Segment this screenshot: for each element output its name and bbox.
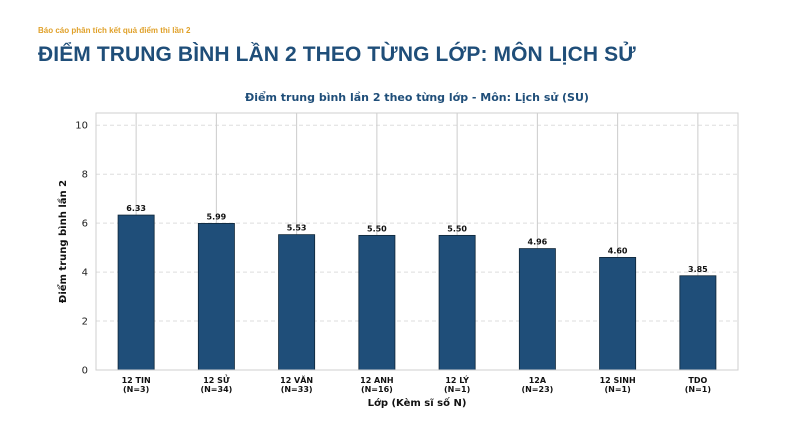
value-label: 5.50 [367, 224, 387, 233]
value-label: 4.60 [608, 246, 628, 255]
y-tick-label: 8 [82, 170, 88, 181]
value-label: 3.85 [688, 265, 708, 274]
y-tick-label: 4 [82, 268, 88, 279]
y-tick-label: 0 [82, 366, 88, 377]
bars-layer: 6.33 5.99 5.53 5.50 5.50 4.96 4.60 3.85 [117, 204, 717, 371]
ticks-layer: 0 2 4 6 8 10 12 TIN(N=3) 12 SỬ(N=34) 12 VĂN(N=33… [75, 121, 711, 394]
bar [358, 234, 396, 371]
x-tick-label: 12 SINH [600, 376, 636, 385]
x-tick-sublabel: (N=33) [281, 385, 313, 394]
bar [278, 234, 316, 371]
y-axis-label: Điểm trung bình lần 2 [56, 180, 69, 303]
x-tick-sublabel: (N=1) [604, 385, 630, 394]
y-tick-label: 10 [75, 121, 88, 132]
grid-layer [96, 113, 738, 370]
x-tick-label: TDO [688, 376, 707, 385]
bar [518, 248, 556, 371]
x-tick-sublabel: (N=1) [444, 385, 470, 394]
x-tick-sublabel: (N=1) [685, 385, 711, 394]
x-tick-sublabel: (N=3) [123, 385, 149, 394]
x-tick-sublabel: (N=23) [521, 385, 553, 394]
x-tick-label: 12 LÝ [445, 374, 469, 385]
x-tick-label: 12 SỬ [203, 373, 230, 385]
x-tick-sublabel: (N=34) [200, 385, 232, 394]
x-axis-label: Lớp (Kèm sĩ số N) [368, 396, 467, 409]
chart-title: Điểm trung bình lần 2 theo từng lớp - Mô… [245, 91, 589, 104]
x-tick-label: 12A [529, 376, 547, 385]
plot-frame [95, 112, 739, 371]
x-tick-label: 12 VĂN [280, 374, 313, 385]
report-kicker: Báo cáo phân tích kết quả điểm thi lần 2 [38, 26, 191, 35]
value-label: 6.33 [126, 204, 146, 213]
y-tick-label: 6 [82, 219, 88, 230]
x-tick-label: 12 TIN [122, 376, 151, 385]
bar [438, 234, 476, 371]
value-label: 4.96 [528, 238, 548, 247]
value-label: 5.53 [287, 224, 307, 233]
bar [599, 257, 637, 371]
bar [197, 222, 235, 371]
value-label: 5.99 [207, 212, 227, 221]
bar [679, 275, 717, 371]
page-title: ĐIỂM TRUNG BÌNH LẦN 2 THEO TỪNG LỚP: MÔN… [38, 43, 636, 66]
x-tick-label: 12 ANH [360, 376, 394, 385]
bar [117, 214, 155, 371]
value-label: 5.50 [447, 224, 467, 233]
y-tick-label: 2 [82, 317, 88, 328]
x-tick-sublabel: (N=16) [361, 385, 393, 394]
